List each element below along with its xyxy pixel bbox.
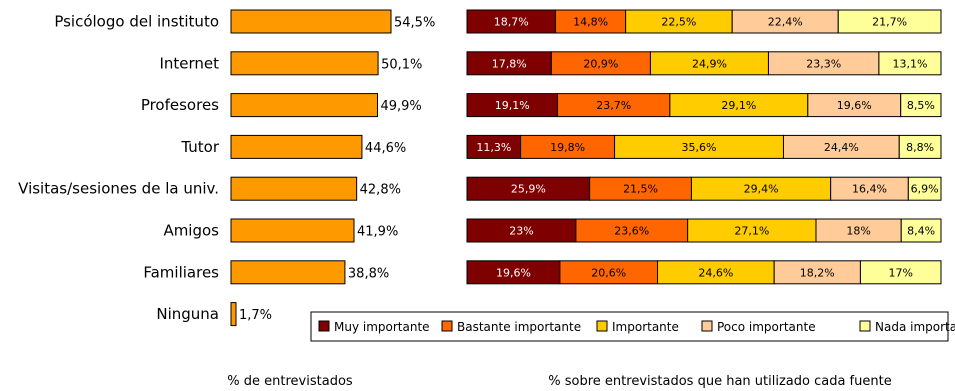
bar: [230, 218, 355, 243]
stacked-segment: [859, 260, 942, 285]
segment-label: 21,5%: [623, 183, 658, 196]
legend-entry: Bastante importante: [457, 320, 581, 334]
legend-swatch: [441, 320, 453, 332]
segment-label: 23,6%: [614, 225, 649, 238]
category-label: Visitas/sesiones de la univ.: [18, 180, 219, 198]
right-x-axis-label: % sobre entrevistados que han utilizado …: [548, 374, 891, 389]
legend-swatch: [596, 320, 608, 332]
stacked-segment: [907, 176, 942, 201]
segment-label: 17%: [888, 266, 912, 279]
value-label: 38,8%: [348, 266, 389, 281]
segment-label: 6,9%: [911, 183, 939, 196]
category-label: Tutor: [180, 138, 219, 156]
stacked-bar-row: 19,6% 20,6% 24,6% 18,2% 17%: [466, 260, 942, 285]
segment-label: 19,6%: [496, 266, 531, 279]
segment-label: 8,4%: [907, 225, 935, 238]
value-label: 54,5%: [394, 16, 435, 31]
category-label: Profesores: [141, 96, 219, 114]
left-x-axis-label: % de entrevistados: [227, 374, 353, 389]
stacked-bar-row: 17,8% 20,9% 24,9% 23,3% 13,1%: [466, 51, 942, 76]
segment-label: 22,5%: [661, 16, 696, 29]
segment-label: 24,6%: [698, 266, 733, 279]
segment-label: 20,6%: [591, 266, 626, 279]
segment-label: 18,2%: [800, 266, 835, 279]
left-category-labels: Psicólogo del instituto Internet Profesore…: [18, 13, 220, 324]
segment-label: 19,1%: [495, 99, 530, 112]
segment-label: 18,7%: [494, 16, 529, 29]
bar: [230, 9, 392, 34]
legend: Muy importante Bastante importante Importa…: [310, 311, 955, 342]
segment-label: 20,9%: [583, 57, 618, 70]
segment-label: 29,4%: [744, 183, 779, 196]
legend-swatch: [318, 320, 330, 332]
stacked-segment: [878, 51, 942, 76]
segment-label: 14,8%: [573, 16, 608, 29]
value-label: 41,9%: [357, 225, 398, 240]
segment-label: 24,4%: [824, 141, 859, 154]
value-label: 50,1%: [381, 57, 422, 72]
segment-label: 18%: [846, 225, 870, 238]
legend-entry: Importante: [612, 320, 679, 334]
bar: [230, 260, 346, 285]
category-label: Ninguna: [156, 305, 219, 323]
stacked-segment: [900, 218, 942, 243]
stacked-bar-series: 18,7% 14,8% 22,5% 22,4% 21,7% 17,8% 20,9% 24,9%…: [466, 9, 942, 285]
value-label: 44,6%: [365, 141, 406, 156]
segment-label: 29,1%: [721, 99, 756, 112]
legend-box: [310, 311, 949, 342]
value-label: 42,8%: [360, 183, 401, 198]
category-label: Psicólogo del instituto: [54, 13, 219, 31]
category-label: Familiares: [143, 263, 219, 281]
segment-label: 8,8%: [906, 141, 934, 154]
stacked-bar-row: 19,1% 23,7% 29,1% 19,6% 8,5%: [466, 93, 942, 118]
stacked-segment: [900, 93, 942, 118]
segment-label: 27,1%: [734, 225, 769, 238]
legend-swatch: [859, 320, 871, 332]
stacked-segment: [898, 134, 942, 159]
segment-label: 19,8%: [550, 141, 585, 154]
legend-entry: Nada importante: [875, 320, 955, 334]
segment-label: 8,5%: [907, 99, 935, 112]
segment-label: 25,9%: [511, 183, 546, 196]
stacked-segment: [837, 9, 942, 34]
left-bar-series: [230, 9, 392, 327]
bar: [230, 51, 379, 76]
segment-label: 24,9%: [692, 57, 727, 70]
category-label: Internet: [159, 54, 219, 72]
segment-label: 19,6%: [837, 99, 872, 112]
segment-label: 13,1%: [892, 57, 927, 70]
segment-label: 17,8%: [492, 57, 527, 70]
value-label: 49,9%: [380, 99, 421, 114]
value-label: 1,7%: [239, 308, 272, 323]
segment-label: 23,3%: [806, 57, 841, 70]
segment-label: 35,6%: [682, 141, 717, 154]
segment-label: 23,7%: [596, 99, 631, 112]
bar: [230, 302, 237, 327]
bar: [230, 176, 358, 201]
left-value-labels: 54,5% 50,1% 49,9% 44,6% 42,8% 41,9% 38,8% 1,7%: [239, 16, 435, 324]
legend-entry: Muy importante: [334, 320, 430, 334]
legend-swatch: [701, 320, 713, 332]
stacked-bar-row: 25,9% 21,5% 29,4% 16,4% 6,9%: [466, 176, 942, 201]
bar: [230, 134, 363, 159]
category-label: Amigos: [163, 222, 219, 240]
legend-entry: Poco importante: [717, 320, 816, 334]
segment-label: 21,7%: [872, 16, 907, 29]
segment-label: 11,3%: [476, 141, 511, 154]
segment-label: 23%: [509, 225, 533, 238]
stacked-bar-row: 11,3% 19,8% 35,6% 24,4% 8,8%: [466, 134, 942, 159]
stacked-bar-row: 18,7% 14,8% 22,5% 22,4% 21,7%: [466, 9, 942, 34]
stacked-bar-row: 23% 23,6% 27,1% 18% 8,4%: [466, 218, 942, 243]
segment-label: 22,4%: [768, 16, 803, 29]
segment-label: 16,4%: [852, 183, 887, 196]
bar: [230, 93, 378, 118]
